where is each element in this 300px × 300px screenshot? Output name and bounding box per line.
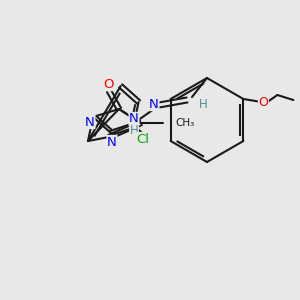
- Text: H: H: [199, 98, 207, 110]
- Text: O: O: [258, 95, 268, 109]
- Text: Cl: Cl: [136, 133, 149, 146]
- Text: H: H: [130, 124, 138, 137]
- Text: CH₃: CH₃: [175, 118, 194, 128]
- Text: N: N: [129, 112, 139, 125]
- Text: O: O: [104, 77, 114, 91]
- Text: N: N: [107, 136, 117, 148]
- Text: N: N: [85, 116, 95, 128]
- Text: N: N: [149, 98, 159, 110]
